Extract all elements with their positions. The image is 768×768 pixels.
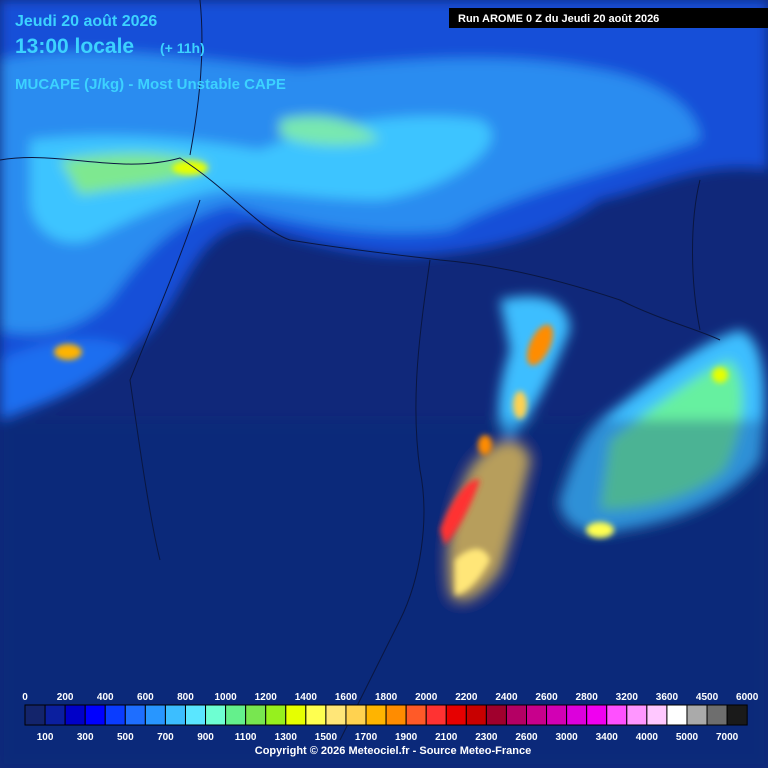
legend-label: 2800 <box>576 692 599 703</box>
legend-swatch <box>44 704 66 726</box>
legend-label: 7000 <box>716 732 739 743</box>
legend-label: 1900 <box>395 732 418 743</box>
parameter: MUCAPE (J/kg) - Most Unstable CAPE <box>15 76 286 93</box>
legend-swatch <box>265 704 287 726</box>
legend-swatch <box>546 704 568 726</box>
legend-swatch <box>385 704 407 726</box>
run-info: Run AROME 0 Z du Jeudi 20 août 2026 <box>458 13 659 25</box>
legend-label: 1100 <box>235 732 257 743</box>
legend-swatch <box>586 704 608 726</box>
date: Jeudi 20 août 2026 <box>15 13 157 30</box>
legend-swatch <box>305 704 327 726</box>
legend-label: 2600 <box>535 692 558 703</box>
legend-label: 3000 <box>555 732 578 743</box>
run-banner <box>449 8 768 28</box>
time: 13:00 locale <box>15 35 134 58</box>
legend-label: 100 <box>37 732 54 743</box>
legend-label: 3400 <box>596 732 619 743</box>
legend-label: 900 <box>197 732 214 743</box>
legend-swatch <box>505 704 528 726</box>
legend-swatch <box>626 704 648 726</box>
legend-swatch <box>24 704 46 726</box>
legend-swatch <box>245 704 267 726</box>
legend-label: 800 <box>177 692 194 703</box>
legend-swatch <box>646 704 668 726</box>
legend-label: 600 <box>137 692 154 703</box>
legend-label: 1400 <box>295 692 318 703</box>
legend-label: 0 <box>22 692 28 703</box>
legend-swatch <box>144 704 166 726</box>
legend-swatch <box>64 704 86 726</box>
legend-label: 1500 <box>315 732 338 743</box>
legend-swatch <box>104 704 126 726</box>
legend-label: 4500 <box>696 692 719 703</box>
legend-label: 1600 <box>335 692 358 703</box>
legend-label: 2100 <box>435 732 458 743</box>
legend-label: 2600 <box>515 732 538 743</box>
legend-swatch <box>726 704 748 726</box>
legend-label: 500 <box>117 732 134 743</box>
legend-label: 2400 <box>495 692 518 703</box>
legend-label: 700 <box>157 732 174 743</box>
legend-label: 2300 <box>475 732 498 743</box>
legend-label: 6000 <box>736 692 759 703</box>
legend-label: 300 <box>77 732 94 743</box>
legend-label: 4000 <box>636 732 659 743</box>
legend-label: 2200 <box>455 692 478 703</box>
borders <box>0 0 721 741</box>
legend-swatch <box>485 704 507 726</box>
lead-time: (+ 11h) <box>160 40 205 56</box>
legend-swatch <box>405 704 427 726</box>
legend-label: 5000 <box>676 732 699 743</box>
legend-swatch <box>124 704 146 726</box>
legend-swatch <box>164 704 186 726</box>
legend-swatch <box>566 704 588 726</box>
copyright: Copyright © 2026 Meteociel.fr - Source M… <box>255 745 531 757</box>
legend-label: 1300 <box>275 732 298 743</box>
legend-swatch <box>445 704 467 726</box>
legend-swatch <box>425 704 447 726</box>
legend-label: 1800 <box>375 692 398 703</box>
legend-swatch <box>345 704 367 726</box>
legend-swatch <box>465 704 487 726</box>
legend-swatch <box>686 704 708 726</box>
legend-label: 400 <box>97 692 114 703</box>
legend-swatch <box>225 704 247 726</box>
cape-cores <box>54 161 728 595</box>
legend-label: 1200 <box>255 692 278 703</box>
legend-swatch <box>84 704 106 726</box>
legend-label: 1700 <box>355 732 378 743</box>
legend-swatch <box>184 704 207 726</box>
legend-label: 2000 <box>415 692 438 703</box>
legend-swatch <box>666 704 688 726</box>
legend-label: 1000 <box>214 692 237 703</box>
legend-label: 3600 <box>656 692 679 703</box>
legend-swatch <box>606 704 628 726</box>
legend-swatch <box>285 704 307 726</box>
legend: 0 200 400 600 800 1000 1200 1400 1600 1800 2000 220… <box>22 692 759 743</box>
legend-swatch <box>325 704 347 726</box>
legend-swatch <box>706 704 728 726</box>
legend-label: 200 <box>57 692 74 703</box>
legend-swatch <box>526 704 548 726</box>
legend-label: 3200 <box>616 692 639 703</box>
legend-swatch <box>365 704 387 726</box>
legend-swatch <box>205 704 227 726</box>
